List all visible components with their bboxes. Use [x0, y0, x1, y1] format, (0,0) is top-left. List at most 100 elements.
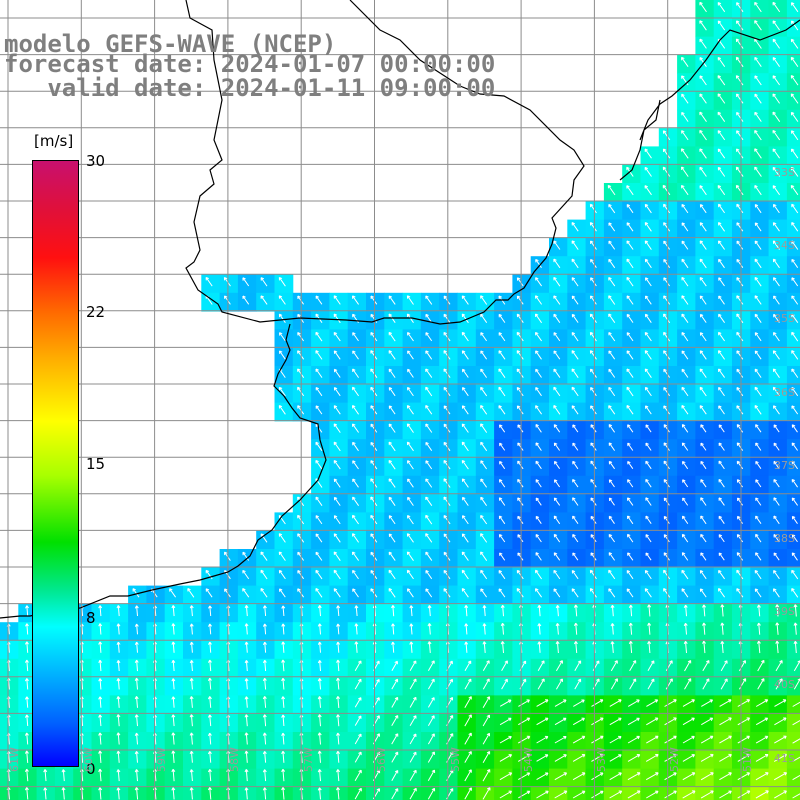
wind-arrow — [278, 295, 286, 305]
wind-arrow — [480, 514, 488, 525]
wind-arrow — [720, 622, 725, 635]
wind-arrow — [427, 751, 435, 763]
wind-arrow — [407, 386, 414, 397]
wind-arrow — [626, 570, 634, 580]
wind-arrow — [736, 442, 744, 451]
wind-arrow — [498, 515, 506, 525]
wind-arrow — [388, 295, 396, 305]
wind-arrow — [278, 313, 286, 323]
colorbar-tick: 15 — [86, 455, 106, 473]
wind-arrow — [754, 93, 762, 104]
wind-arrow — [775, 622, 780, 635]
wind-arrow — [717, 185, 726, 196]
wind-arrow — [700, 533, 707, 543]
wind-arrow — [627, 533, 634, 543]
wind-arrow — [626, 276, 634, 287]
wind-arrow — [754, 569, 762, 580]
wind-arrow — [754, 130, 762, 141]
wind-arrow — [663, 350, 671, 360]
wind-arrow — [406, 569, 414, 580]
wind-arrow — [608, 533, 616, 543]
wind-arrow — [189, 660, 194, 672]
wind-arrow — [480, 496, 488, 506]
wind-arrow — [664, 717, 677, 726]
wind-arrow — [171, 750, 176, 763]
wind-arrow — [773, 772, 788, 781]
wind-arrow — [333, 313, 341, 324]
wind-arrow — [572, 735, 586, 744]
wind-arrow — [553, 588, 561, 598]
wind-arrow — [773, 479, 780, 488]
wind-arrow — [425, 332, 433, 342]
wind-arrow — [498, 332, 506, 342]
wind-arrow — [681, 588, 689, 598]
wind-cell — [91, 786, 111, 800]
wind-cell — [786, 439, 800, 458]
coastline — [0, 0, 800, 619]
wind-arrow — [718, 534, 725, 543]
wind-arrow — [682, 479, 689, 488]
wind-arrow — [682, 515, 689, 524]
wind-arrow — [790, 166, 799, 177]
wind-arrow — [315, 405, 323, 415]
wind-arrow — [370, 423, 378, 433]
wind-arrow — [754, 313, 762, 323]
wind-arrow — [718, 405, 725, 415]
wind-cell — [622, 786, 641, 800]
wind-arrow — [499, 754, 513, 762]
wind-arrow — [626, 222, 634, 232]
wind-arrow — [627, 699, 640, 707]
wind-arrow — [791, 442, 799, 451]
wind-arrow — [572, 552, 579, 561]
wind-arrow — [684, 678, 692, 690]
wind-arrow — [645, 277, 652, 287]
wind-arrow — [737, 735, 750, 744]
wind-arrow — [699, 295, 707, 305]
wind-arrow — [626, 332, 634, 342]
wind-arrow — [537, 660, 545, 672]
wind-arrow — [754, 222, 762, 232]
wind-arrow — [98, 768, 103, 782]
wind-arrow — [317, 787, 322, 800]
wind-cell — [567, 786, 587, 800]
wind-arrow — [646, 717, 659, 726]
wind-arrow — [718, 460, 725, 470]
wind-arrow — [718, 277, 725, 287]
wind-arrow — [98, 605, 103, 617]
wind-arrow — [736, 277, 744, 287]
wind-arrow — [315, 459, 323, 470]
wind-arrow — [207, 659, 212, 672]
wind-arrow — [189, 605, 194, 617]
wind-arrow — [608, 588, 616, 598]
wind-arrow — [700, 460, 707, 470]
wind-arrow — [391, 605, 395, 617]
wind-arrow — [388, 331, 396, 342]
wind-arrow — [462, 515, 469, 525]
wind-arrow — [443, 405, 451, 415]
wind-arrow — [281, 787, 286, 800]
lat-label: 36S — [774, 386, 795, 399]
wind-arrow — [718, 478, 725, 488]
wind-arrow — [757, 659, 765, 672]
wind-arrow — [717, 166, 726, 177]
wind-arrow — [627, 735, 640, 744]
wind-arrow — [391, 623, 395, 635]
wind-arrow — [644, 368, 652, 378]
wind-arrow — [317, 732, 322, 745]
wind-arrow — [663, 387, 671, 397]
lon-label: 59W — [155, 747, 168, 772]
wind-arrow — [571, 368, 579, 378]
wind-arrow — [278, 569, 286, 580]
wind-arrow — [647, 641, 652, 654]
wind-cell — [786, 420, 800, 440]
wind-arrow — [627, 497, 634, 506]
wind-arrow — [663, 460, 670, 470]
wind-arrow — [116, 769, 121, 782]
wind-arrow — [754, 1, 762, 13]
wind-arrow — [572, 460, 579, 470]
wind-arrow — [297, 514, 305, 525]
wind-arrow — [572, 515, 579, 524]
wind-arrow — [664, 735, 677, 744]
wind-arrow — [791, 203, 799, 214]
